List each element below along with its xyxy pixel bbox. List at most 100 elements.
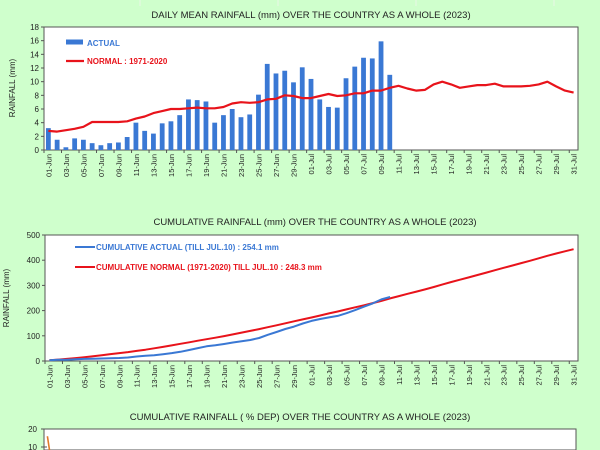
x-tick-label: 29-Jul — [552, 365, 561, 386]
bar-actual — [343, 78, 349, 150]
bar-actual — [142, 130, 148, 150]
x-tick-label: 13-Jun — [150, 365, 159, 388]
x-tick-label: 03-Jun — [62, 154, 71, 177]
x-tick-label: 01-Jul — [307, 154, 316, 175]
x-tick-label: 07-Jun — [97, 154, 106, 177]
y-tick-label: 400 — [27, 256, 41, 265]
bar-actual — [361, 57, 366, 150]
bar-actual — [238, 117, 244, 150]
x-tick-label: 15-Jun — [168, 365, 177, 388]
legend-swatch-actual — [66, 39, 83, 45]
x-tick-label: 27-Jul — [535, 154, 544, 175]
y-tick-label: 6 — [35, 105, 40, 114]
sheet-gridlines — [139, 0, 555, 6]
x-tick-label: 09-Jul — [377, 365, 386, 386]
plot-area — [43, 428, 577, 450]
x-tick-label: 17-Jul — [447, 365, 456, 386]
bar-actual — [369, 58, 375, 150]
legend-label-normal: NORMAL : 1971-2020 — [87, 57, 168, 66]
chart2: 0 100 200 300 400 500 01-Jun 03-Jun 05-Jun 07-Jun… — [27, 231, 579, 388]
bar-actual — [247, 114, 253, 150]
x-tick-label: 01-Jul — [308, 365, 317, 386]
x-tick-label: 23-Jun — [237, 154, 246, 177]
bar-actual — [159, 123, 165, 150]
bar-actual — [352, 66, 358, 150]
y-tick-label: 4 — [35, 119, 40, 128]
bar-actual — [291, 82, 296, 150]
bar-actual — [168, 121, 174, 150]
x-tick-label: 05-Jul — [342, 365, 351, 386]
bar-actual — [273, 73, 279, 150]
x-tick-label: 11-Jul — [395, 154, 404, 174]
bar-actual — [89, 143, 95, 150]
bar-actual — [203, 101, 209, 150]
bar-actual — [378, 41, 384, 150]
y-tick-label: 500 — [27, 231, 41, 240]
y-tick-label: 300 — [27, 281, 41, 290]
bar-actual — [45, 128, 51, 150]
chart1-title: DAILY MEAN RAINFALL (mm) OVER THE COUNTR… — [151, 10, 470, 21]
x-tick-label: 21-Jun — [219, 154, 228, 177]
x-tick-label: 09-Jul — [377, 154, 386, 175]
bar-actual — [194, 100, 200, 150]
bar-actual — [116, 142, 121, 150]
x-tick-label: 19-Jun — [203, 365, 212, 388]
x-tick-label: 15-Jul — [430, 365, 439, 386]
x-tick-label: 17-Jun — [184, 154, 193, 177]
x-tick-label: 11-Jun — [132, 154, 141, 176]
x-tick-label: 07-Jul — [360, 154, 369, 175]
x-tick-label: 25-Jul — [517, 365, 526, 386]
y-tick-label: 12 — [30, 64, 39, 73]
x-tick-label: 05-Jun — [79, 154, 88, 177]
x-tick-label: 23-Jul — [500, 154, 509, 175]
bar-actual — [387, 74, 393, 150]
x-tick-label: 29-Jul — [552, 154, 561, 175]
y-tick-label: 0 — [36, 357, 41, 366]
bar-actual — [317, 99, 323, 150]
x-tick-label: 07-Jul — [360, 365, 369, 386]
chart1: 0 2 4 6 8 10 12 14 16 18 01-Jun 03-Jun 05-Jun 07-Jun 0… — [30, 23, 579, 177]
x-tick-label: 09-Jun — [115, 365, 124, 388]
x-tick-label: 15-Jun — [167, 154, 176, 177]
bar-actual — [124, 137, 130, 150]
x-tick-label: 09-Jun — [114, 154, 123, 177]
x-tick-label: 31-Jul — [570, 365, 579, 386]
y-tick-label: 10 — [28, 443, 37, 450]
x-tick-label: 21-Jun — [220, 365, 229, 388]
x-tick-label: 21-Jul — [482, 154, 491, 175]
x-tick-label: 19-Jul — [465, 365, 474, 386]
line-cumulative-actual — [49, 296, 391, 362]
bar-actual — [221, 115, 226, 150]
bar-actual — [299, 67, 305, 150]
bar-actual — [98, 145, 104, 150]
bar-actual — [133, 122, 139, 150]
x-tick-label: 19-Jul — [465, 154, 474, 175]
legend-label-actual: CUMULATIVE ACTUAL (TILL JUL.10) : 254.1 … — [96, 243, 279, 252]
x-tick-label: 01-Jun — [44, 154, 53, 177]
x-tick-label: 13-Jul — [412, 154, 421, 175]
x-tick-label: 25-Jun — [254, 154, 263, 177]
y-tick-label: 8 — [35, 91, 40, 100]
y-tick-label: 0 — [35, 146, 40, 155]
y-tick-label: 14 — [30, 50, 39, 59]
x-tick-label: 13-Jul — [412, 365, 421, 386]
x-tick-label: 23-Jul — [500, 365, 509, 386]
chart2-ylabel: RAINFALL (mm) — [2, 268, 11, 327]
x-tick-label: 19-Jun — [202, 154, 211, 177]
y-tick-label: 200 — [27, 307, 41, 316]
x-tick-label: 13-Jun — [149, 154, 158, 177]
x-tick-label: 03-Jul — [325, 365, 334, 386]
bar-actual — [334, 107, 340, 150]
x-tick-label: 15-Jul — [430, 154, 439, 175]
bar-actual — [151, 133, 156, 150]
x-tick-label: 29-Jun — [289, 154, 298, 177]
line-percent-departure — [46, 436, 51, 450]
legend-label-normal: CUMULATIVE NORMAL (1971-2020) TILL JUL.1… — [96, 263, 322, 272]
bar-actual — [177, 115, 183, 150]
bar-actual — [72, 138, 78, 150]
bar-actual — [186, 99, 191, 150]
x-tick-label: 31-Jul — [570, 154, 579, 175]
x-tick-label: 11-Jul — [395, 365, 404, 385]
